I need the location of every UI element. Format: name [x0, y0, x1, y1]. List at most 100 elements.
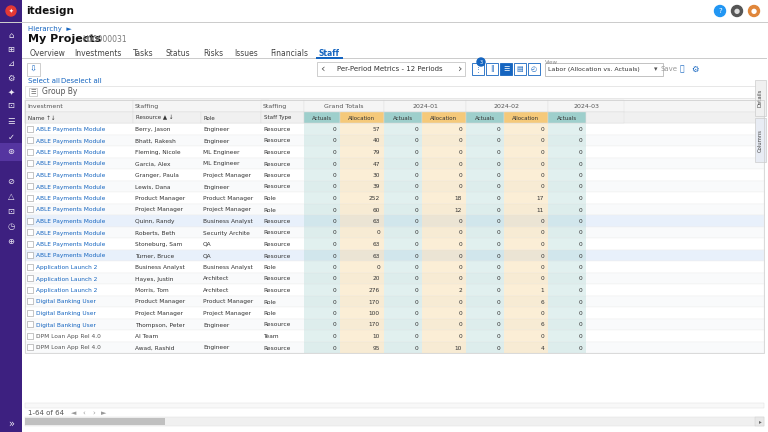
Text: 2: 2	[458, 288, 462, 293]
Text: 0: 0	[496, 162, 500, 166]
Bar	[422, 250, 466, 261]
Text: Name ↑↓: Name ↑↓	[28, 115, 55, 121]
Text: 0: 0	[578, 162, 582, 166]
Bar	[548, 181, 586, 192]
Text: Engineer: Engineer	[203, 139, 230, 143]
Text: ABLE Payments Module: ABLE Payments Module	[36, 231, 105, 235]
Bar	[340, 226, 384, 238]
Text: Resource: Resource	[263, 254, 290, 258]
Bar	[466, 100, 548, 111]
Bar	[25, 318, 764, 330]
Text: Engineer: Engineer	[203, 323, 230, 327]
Text: 0: 0	[333, 288, 336, 293]
Text: 0: 0	[496, 127, 500, 132]
Bar	[27, 321, 33, 327]
Bar	[384, 100, 466, 111]
Text: Resource: Resource	[263, 219, 290, 224]
Bar	[514, 63, 526, 75]
Text: 0: 0	[578, 288, 582, 293]
Bar	[466, 169, 504, 181]
Text: ABLE Payments Module: ABLE Payments Module	[36, 254, 105, 258]
Text: 0: 0	[496, 254, 500, 258]
Text: 79: 79	[372, 150, 380, 155]
Text: 18: 18	[455, 196, 462, 201]
Bar	[25, 238, 764, 250]
Bar	[25, 123, 764, 134]
Bar	[384, 318, 422, 330]
Bar	[304, 318, 340, 330]
Bar	[500, 63, 512, 75]
Text: 60: 60	[372, 207, 380, 213]
Text: Status: Status	[166, 50, 190, 58]
Bar	[466, 238, 504, 250]
Bar	[25, 192, 764, 203]
Bar	[548, 284, 586, 295]
Text: 0: 0	[333, 196, 336, 201]
Text: Project Manager: Project Manager	[203, 173, 251, 178]
Bar	[25, 100, 764, 353]
Text: 12: 12	[455, 207, 462, 213]
Text: Role: Role	[263, 207, 276, 213]
Text: 0: 0	[333, 254, 336, 258]
Bar	[548, 307, 586, 318]
Text: Hierarchy  ►: Hierarchy ►	[28, 26, 71, 32]
Text: Quinn, Randy: Quinn, Randy	[135, 219, 174, 224]
Bar	[340, 215, 384, 226]
Bar	[504, 284, 548, 295]
Bar	[466, 284, 504, 295]
Text: Resource: Resource	[263, 231, 290, 235]
Bar	[27, 298, 33, 304]
Bar	[340, 250, 384, 261]
Text: Labor (Allocation vs. Actuals): Labor (Allocation vs. Actuals)	[548, 67, 640, 72]
Text: 10: 10	[455, 346, 462, 350]
Text: 39: 39	[372, 184, 380, 190]
Text: ABLE Payments Module: ABLE Payments Module	[36, 139, 105, 143]
Text: 20: 20	[372, 276, 380, 282]
Text: Engineer: Engineer	[203, 184, 230, 190]
Text: 0: 0	[496, 334, 500, 339]
Bar	[27, 149, 33, 155]
Bar	[422, 158, 466, 169]
Text: itdesign: itdesign	[26, 6, 74, 16]
Bar	[466, 318, 504, 330]
Text: Granger, Paula: Granger, Paula	[135, 173, 179, 178]
Text: Project Manager: Project Manager	[203, 311, 251, 316]
Bar	[466, 192, 504, 203]
Text: ?: ?	[718, 8, 722, 14]
Bar	[504, 330, 548, 342]
Text: 0: 0	[578, 127, 582, 132]
Text: Overview: Overview	[30, 50, 66, 58]
Text: ▸: ▸	[759, 419, 761, 425]
Text: Staffing: Staffing	[135, 104, 159, 109]
Text: 0: 0	[540, 231, 544, 235]
Text: ◷: ◷	[8, 222, 15, 232]
Bar	[504, 295, 548, 307]
Bar	[27, 264, 33, 270]
Text: Project Manager: Project Manager	[135, 311, 183, 316]
Circle shape	[731, 6, 743, 16]
Bar	[304, 158, 340, 169]
Text: 6: 6	[541, 323, 544, 327]
Text: 0: 0	[578, 346, 582, 350]
Bar	[25, 295, 764, 307]
Bar	[25, 226, 764, 238]
Bar	[27, 333, 33, 339]
Bar	[29, 88, 37, 96]
Bar	[25, 418, 165, 425]
Text: 0: 0	[540, 219, 544, 224]
Bar	[422, 284, 466, 295]
Text: Product Manager: Product Manager	[203, 299, 253, 305]
Text: Actuals: Actuals	[475, 115, 495, 121]
Bar	[27, 275, 33, 281]
Text: Investments: Investments	[74, 50, 121, 58]
Bar	[27, 194, 33, 200]
Bar	[133, 100, 269, 111]
Text: Resource: Resource	[263, 162, 290, 166]
Text: 57: 57	[372, 127, 380, 132]
Bar	[340, 295, 384, 307]
Text: Resource ▲ ↓: Resource ▲ ↓	[136, 115, 174, 121]
Bar	[27, 309, 33, 315]
Text: 0: 0	[414, 346, 418, 350]
Text: 0: 0	[496, 346, 500, 350]
Text: Resource: Resource	[263, 323, 290, 327]
